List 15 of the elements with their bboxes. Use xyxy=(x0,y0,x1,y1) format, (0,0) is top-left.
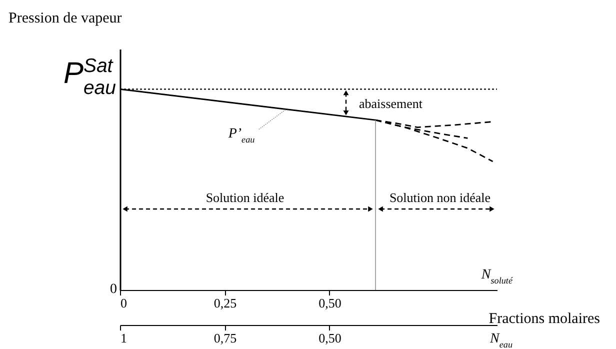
x-tick-label: 0,50 xyxy=(318,296,342,310)
y-axis-title: Pression de vapeur xyxy=(8,10,122,26)
x-tick-label: 0,25 xyxy=(214,296,237,310)
annotation: Solution idéale xyxy=(206,190,284,205)
x-axis-title: N$_{soluté}$ xyxy=(480,268,514,286)
x-tick-label: 0 xyxy=(120,296,127,310)
x2-tick-label: 0,50 xyxy=(318,330,342,346)
text: Fractions molaires xyxy=(488,311,600,327)
annotation: Solution non idéale xyxy=(389,190,491,205)
annotation: abaissement xyxy=(359,96,423,111)
x2-axis-title: N$_{eau}$ xyxy=(489,332,513,349)
series-label: P’$_{eau}$ xyxy=(227,126,256,144)
x2-tick-label: 1 xyxy=(120,330,127,346)
text: 0 xyxy=(110,282,117,297)
x2-tick-label: 0,75 xyxy=(214,330,237,346)
